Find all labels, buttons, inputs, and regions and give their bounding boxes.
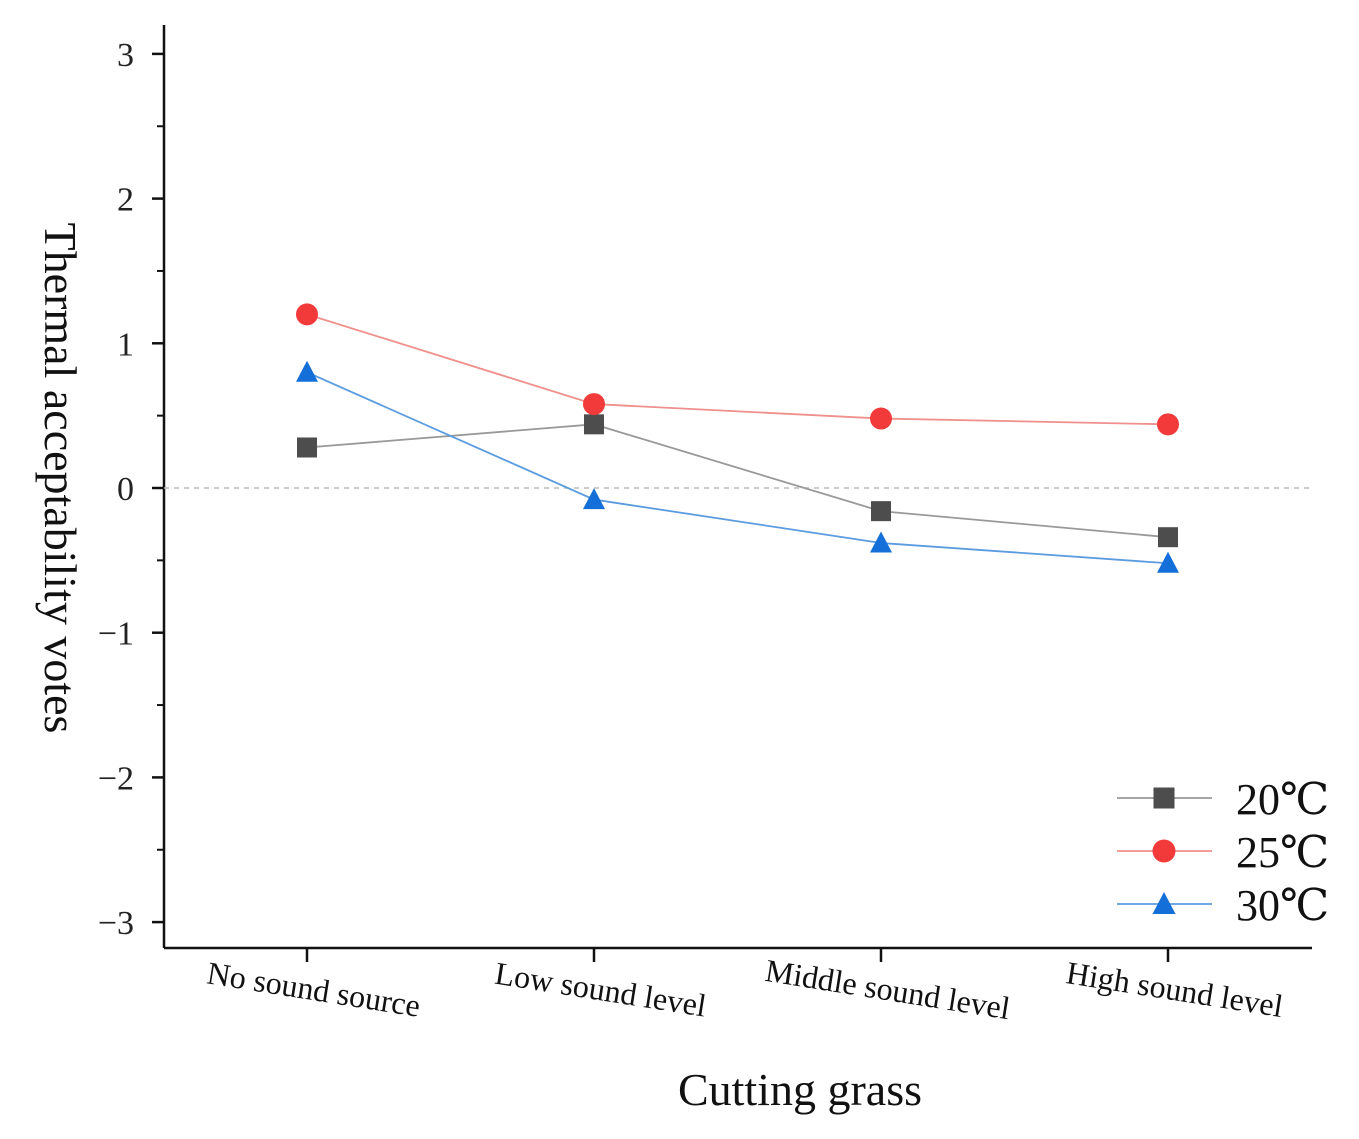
series-markers (296, 303, 1179, 573)
x-axis-title: Cutting grass (678, 1064, 922, 1115)
y-tick-label: 3 (117, 37, 134, 74)
legend: 20℃25℃30℃ (1117, 775, 1329, 930)
triangle-marker (1152, 892, 1176, 914)
triangle-marker (296, 360, 318, 382)
circle-marker (1157, 413, 1179, 436)
y-axis-title: Thermal acceptability votes (35, 223, 86, 734)
y-ticks: 3 2 1 0 −1 −2 −3 (98, 37, 164, 942)
y-tick-label: −2 (98, 760, 134, 797)
axes (162, 25, 1312, 950)
y-tick-label: 0 (117, 471, 134, 508)
x-category-labels: No sound source Low sound level Middle sou… (205, 948, 1286, 1026)
square-marker (584, 414, 604, 435)
series-lines (306, 313, 1169, 565)
circle-marker (583, 393, 605, 416)
y-tick-label: 2 (117, 182, 134, 219)
legend-label: 25℃ (1236, 828, 1329, 877)
legend-label: 30℃ (1236, 881, 1329, 930)
circle-marker (870, 407, 892, 430)
y-tick-label: −1 (98, 616, 134, 653)
x-tick-label: No sound source (205, 955, 423, 1024)
legend-label: 20℃ (1236, 775, 1329, 824)
square-marker (1153, 787, 1175, 809)
x-tick-label: Low sound level (493, 955, 709, 1024)
square-marker (1158, 527, 1178, 548)
y-tick-label: 1 (117, 326, 134, 363)
series-line (306, 371, 1169, 565)
series-line (306, 423, 1169, 539)
y-tick-label: −3 (98, 905, 134, 942)
series-line (306, 313, 1169, 426)
triangle-marker (583, 488, 605, 510)
triangle-marker (1157, 551, 1179, 573)
triangle-marker (870, 531, 892, 553)
square-marker (297, 437, 317, 458)
circle-marker (1152, 839, 1176, 863)
x-tick-label: Middle sound level (763, 952, 1013, 1026)
square-marker (871, 501, 891, 522)
x-tick-label: High sound level (1064, 954, 1286, 1024)
circle-marker (296, 303, 318, 326)
